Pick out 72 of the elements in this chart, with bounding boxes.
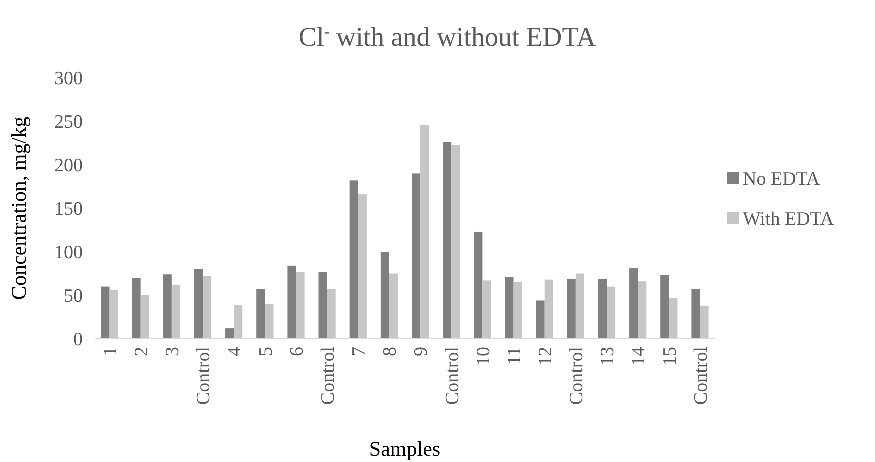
bar xyxy=(265,304,274,339)
y-tick-label: 0 xyxy=(74,330,83,351)
x-tick-label: 13 xyxy=(598,347,619,366)
bar xyxy=(226,328,234,339)
x-tick-label: Control xyxy=(194,347,215,406)
x-axis-title: Samples xyxy=(369,437,441,461)
bar xyxy=(443,142,452,339)
bar xyxy=(420,124,430,339)
bar xyxy=(598,278,608,339)
x-tick-label: 4 xyxy=(224,346,246,356)
y-tick-label: 100 xyxy=(54,242,83,264)
x-tick-label: 1 xyxy=(100,347,122,356)
bar xyxy=(482,280,492,339)
bar xyxy=(638,282,647,339)
x-tick-label: 11 xyxy=(504,347,526,366)
bar xyxy=(536,300,545,339)
bar xyxy=(607,286,616,339)
y-axis-title: Concentration, mg/kg xyxy=(7,116,31,300)
bar xyxy=(140,296,150,339)
bar xyxy=(700,306,709,339)
bar xyxy=(669,298,678,339)
bar xyxy=(318,272,328,339)
x-tick-label: Control xyxy=(566,347,588,406)
bar xyxy=(630,268,638,339)
bar xyxy=(172,285,180,339)
bar xyxy=(576,274,584,339)
bar xyxy=(474,232,483,339)
y-tick-label: 150 xyxy=(54,199,83,220)
y-tick-label: 200 xyxy=(54,156,83,177)
bar xyxy=(412,174,421,339)
x-tick-label: Control xyxy=(442,347,464,406)
x-tick-label: 10 xyxy=(473,347,494,366)
x-tick-label: 15 xyxy=(660,347,681,366)
y-tick-label: 50 xyxy=(64,286,83,308)
x-tick-label: Control xyxy=(318,347,339,406)
bar xyxy=(514,282,522,339)
legend-label: With EDTA xyxy=(743,209,834,230)
bar xyxy=(380,252,390,339)
chart-title: Cl$^{-}$ with and without EDTA xyxy=(298,22,597,52)
bar xyxy=(544,280,554,339)
bar xyxy=(234,305,243,339)
bar xyxy=(288,266,296,339)
x-tick-label: 5 xyxy=(256,347,277,356)
x-tick-label: 9 xyxy=(411,347,432,356)
bar xyxy=(132,278,141,339)
bar xyxy=(327,289,336,339)
x-tick-label: 12 xyxy=(536,347,556,366)
bar xyxy=(350,180,358,339)
bar xyxy=(256,289,266,339)
x-tick-label: 7 xyxy=(349,347,370,356)
bar xyxy=(163,274,172,339)
x-tick-label: 2 xyxy=(131,347,152,356)
y-tick-label: 250 xyxy=(54,112,83,134)
bar xyxy=(452,144,460,339)
bar xyxy=(110,290,118,339)
bar xyxy=(194,269,203,339)
bar xyxy=(358,194,367,339)
bar xyxy=(567,278,576,339)
bar xyxy=(389,274,398,339)
legend-label: No EDTA xyxy=(743,169,820,190)
y-tick-label: 300 xyxy=(54,68,83,90)
bar xyxy=(692,289,700,339)
bar xyxy=(505,277,514,339)
x-tick-label: 3 xyxy=(162,347,184,356)
x-tick-label: 8 xyxy=(380,347,402,356)
bar xyxy=(202,276,212,339)
x-tick-label: 14 xyxy=(628,346,650,366)
bar xyxy=(101,286,110,339)
bar xyxy=(296,272,305,339)
x-tick-label: Control xyxy=(690,347,712,406)
x-tick-label: 6 xyxy=(286,347,308,356)
bar xyxy=(660,275,670,339)
